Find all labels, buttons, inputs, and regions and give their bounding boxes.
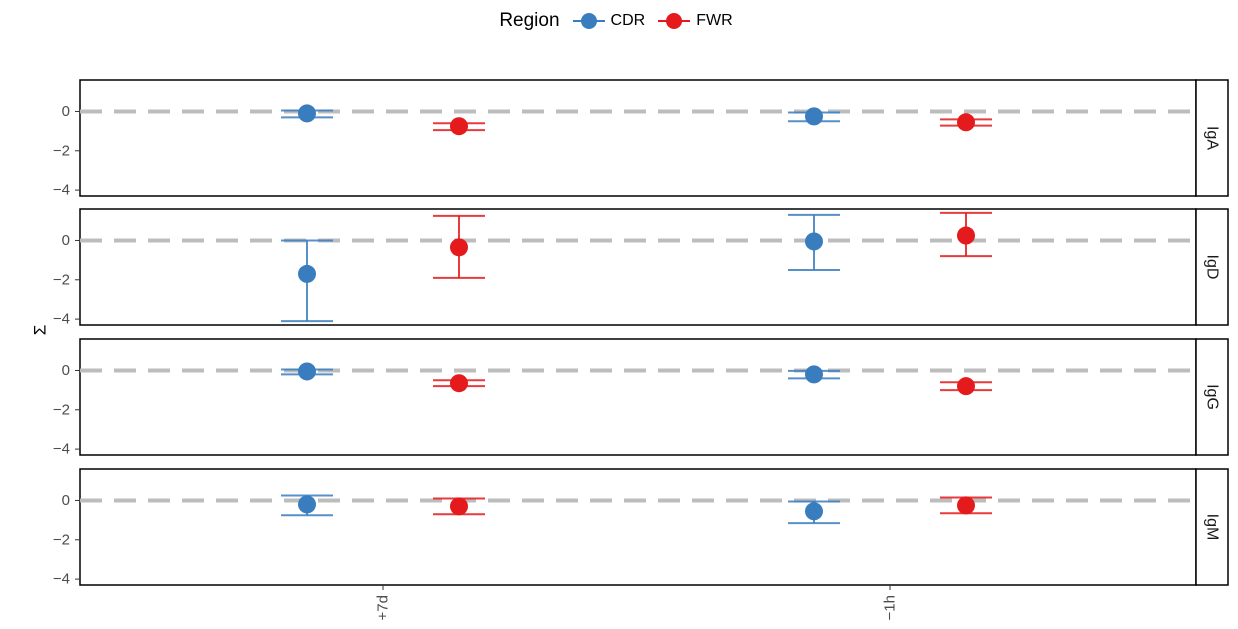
panel-igm — [79, 468, 1197, 586]
strip-label-igm: IgM — [1204, 514, 1221, 541]
strip-label-igg: IgG — [1204, 384, 1221, 410]
point-igg-cdr-0 — [298, 362, 316, 381]
strip-label-iga: IgA — [1204, 126, 1221, 150]
point-igd-fwr-1 — [957, 226, 975, 245]
legend-title: Region — [499, 10, 560, 31]
ytick-label-igg-0: 0 — [62, 362, 70, 379]
legend-key-cdr-icon — [572, 13, 605, 29]
ytick-label-igg-2: −4 — [53, 441, 70, 458]
point-iga-fwr-0 — [450, 117, 468, 136]
legend-label-cdr: CDR — [610, 12, 646, 29]
ytick-label-iga-2: −4 — [53, 182, 70, 199]
strip-igd — [1195, 208, 1229, 326]
ytick-label-igd-0: 0 — [62, 232, 70, 249]
point-iga-cdr-0 — [298, 104, 316, 123]
ytick-label-igm-2: −4 — [53, 571, 70, 588]
panel-iga — [79, 79, 1197, 197]
ytick-label-iga-0: 0 — [62, 103, 70, 120]
ytick-label-igm-0: 0 — [62, 492, 70, 509]
y-axis-title: Σ — [31, 325, 50, 336]
point-igd-cdr-1 — [805, 232, 823, 251]
point-igg-cdr-1 — [805, 365, 823, 384]
point-igd-cdr-0 — [298, 264, 316, 283]
panel-igg — [79, 338, 1197, 456]
point-iga-cdr-1 — [805, 107, 823, 126]
ytick-label-igg-1: −2 — [53, 401, 70, 418]
point-igg-fwr-1 — [957, 377, 975, 396]
ytick-label-igm-1: −2 — [53, 531, 70, 548]
ytick-label-iga-1: −2 — [53, 142, 70, 159]
legend-entry-fwr: FWR — [657, 11, 733, 31]
ytick-label-igd-2: −4 — [53, 311, 70, 328]
legend-label-fwr: FWR — [696, 12, 733, 29]
point-igm-cdr-1 — [805, 502, 823, 521]
legend-entry-cdr: CDR — [572, 11, 646, 31]
point-igm-fwr-0 — [450, 497, 468, 516]
point-igm-cdr-0 — [298, 495, 316, 514]
point-igd-fwr-0 — [450, 238, 468, 257]
xtick-label-1: −1h — [882, 595, 899, 620]
legend: Region CDR FWR — [0, 6, 1238, 36]
panel-igd — [79, 208, 1197, 326]
strip-igm — [1195, 468, 1229, 586]
point-iga-fwr-1 — [957, 113, 975, 132]
legend-key-fwr-icon — [658, 13, 691, 29]
point-igg-fwr-0 — [450, 374, 468, 393]
strip-label-igd: IgD — [1204, 255, 1221, 280]
strip-igg — [1195, 338, 1229, 456]
strip-iga — [1195, 79, 1229, 197]
xtick-label-0: +7d — [375, 595, 392, 620]
point-igm-fwr-1 — [957, 496, 975, 515]
ytick-label-igd-1: −2 — [53, 271, 70, 288]
